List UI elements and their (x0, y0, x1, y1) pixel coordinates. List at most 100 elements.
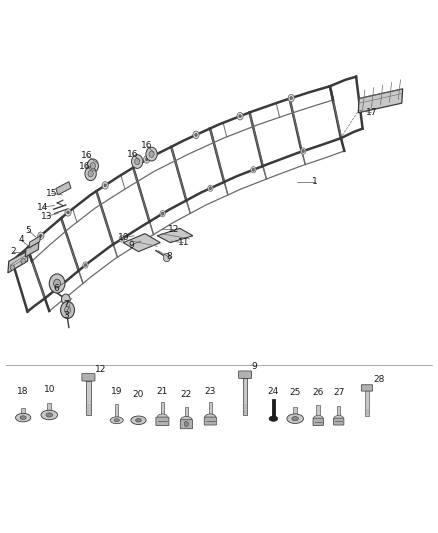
Text: 19: 19 (111, 387, 123, 397)
Circle shape (251, 167, 256, 173)
Circle shape (290, 96, 293, 100)
Circle shape (195, 133, 198, 136)
Text: 27: 27 (333, 389, 344, 398)
Circle shape (163, 253, 170, 262)
Ellipse shape (239, 372, 251, 378)
Circle shape (56, 284, 61, 290)
FancyBboxPatch shape (313, 418, 323, 425)
Circle shape (60, 302, 74, 318)
Text: 28: 28 (374, 375, 385, 384)
Circle shape (119, 236, 124, 242)
Bar (115, 405, 118, 420)
Circle shape (209, 187, 212, 190)
Circle shape (184, 421, 188, 426)
Bar (365, 389, 369, 416)
Text: 3: 3 (63, 311, 69, 320)
FancyBboxPatch shape (82, 374, 95, 381)
Circle shape (21, 259, 25, 264)
FancyBboxPatch shape (156, 417, 169, 425)
Text: 10: 10 (43, 385, 55, 394)
Bar (208, 402, 212, 418)
Circle shape (87, 159, 99, 173)
Text: 6: 6 (53, 284, 59, 293)
Text: 16: 16 (81, 151, 92, 160)
Circle shape (160, 211, 165, 217)
Circle shape (237, 112, 243, 120)
Text: 4: 4 (18, 236, 24, 245)
Circle shape (146, 147, 157, 161)
Text: 8: 8 (166, 253, 172, 262)
FancyBboxPatch shape (333, 418, 344, 425)
Text: 15: 15 (46, 189, 57, 198)
Text: 24: 24 (268, 387, 279, 397)
Text: 2: 2 (11, 247, 16, 256)
FancyBboxPatch shape (361, 385, 373, 391)
Text: 13: 13 (41, 212, 53, 221)
Bar (337, 406, 340, 419)
Bar (293, 407, 297, 419)
Bar (47, 403, 51, 415)
Bar (272, 399, 275, 419)
Circle shape (67, 211, 69, 214)
Ellipse shape (46, 413, 53, 417)
Circle shape (102, 182, 108, 189)
Text: 9: 9 (128, 241, 134, 250)
Ellipse shape (136, 418, 141, 422)
Text: 7: 7 (63, 300, 69, 309)
Circle shape (288, 94, 294, 102)
Text: 12: 12 (95, 365, 106, 374)
Polygon shape (25, 242, 39, 257)
Circle shape (149, 151, 154, 157)
Text: 25: 25 (290, 389, 301, 398)
Circle shape (90, 163, 95, 169)
Bar (317, 406, 320, 419)
Circle shape (53, 279, 60, 288)
Polygon shape (29, 236, 41, 248)
Circle shape (145, 158, 148, 161)
Bar (185, 407, 188, 420)
Ellipse shape (82, 374, 95, 381)
FancyBboxPatch shape (204, 417, 216, 425)
Ellipse shape (334, 416, 343, 421)
Ellipse shape (292, 417, 298, 421)
Ellipse shape (15, 414, 31, 422)
Text: 20: 20 (133, 390, 144, 399)
Text: 11: 11 (177, 238, 189, 247)
Text: 17: 17 (366, 108, 377, 117)
Circle shape (252, 168, 254, 171)
FancyBboxPatch shape (239, 371, 252, 378)
Circle shape (39, 234, 42, 237)
Circle shape (193, 131, 199, 139)
Text: 21: 21 (157, 387, 168, 397)
Ellipse shape (205, 414, 216, 420)
Circle shape (239, 115, 241, 118)
Circle shape (120, 237, 123, 240)
Circle shape (65, 209, 71, 216)
Circle shape (131, 155, 143, 168)
Ellipse shape (269, 416, 278, 421)
Circle shape (57, 286, 60, 289)
FancyBboxPatch shape (180, 419, 192, 429)
Circle shape (85, 167, 96, 181)
Circle shape (208, 185, 213, 191)
Ellipse shape (287, 414, 304, 423)
Text: 16: 16 (141, 141, 153, 150)
Ellipse shape (131, 416, 146, 424)
Ellipse shape (158, 414, 167, 419)
Bar (86, 378, 91, 415)
Circle shape (38, 232, 44, 239)
Circle shape (10, 265, 14, 270)
Text: 12: 12 (168, 225, 179, 234)
Text: 14: 14 (37, 203, 49, 212)
Bar (243, 375, 247, 415)
Circle shape (64, 306, 71, 314)
Text: 18: 18 (18, 387, 29, 397)
Text: 5: 5 (25, 226, 31, 235)
Polygon shape (157, 228, 193, 243)
Circle shape (144, 156, 150, 163)
Circle shape (161, 212, 164, 215)
Circle shape (300, 148, 306, 154)
Bar (161, 402, 164, 418)
Polygon shape (358, 89, 403, 113)
Ellipse shape (314, 416, 323, 421)
